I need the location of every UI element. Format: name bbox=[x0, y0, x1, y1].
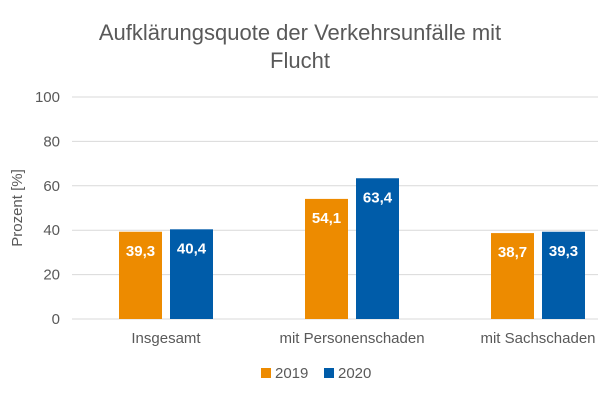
data-label: 63,4 bbox=[363, 189, 393, 206]
y-tick-label: 20 bbox=[43, 267, 60, 284]
bar-2020-0 bbox=[170, 229, 213, 319]
bar-2019-0 bbox=[119, 231, 162, 319]
y-tick-label: 60 bbox=[43, 178, 60, 195]
data-label: 54,1 bbox=[312, 210, 341, 227]
data-label: 39,3 bbox=[126, 243, 155, 260]
legend: 2019 2020 bbox=[261, 365, 371, 382]
legend-swatch-2020 bbox=[324, 368, 334, 378]
legend-label: 2020 bbox=[338, 365, 371, 382]
chart-title-line: Flucht bbox=[270, 48, 330, 73]
x-category-label: mit Sachschaden bbox=[480, 330, 595, 347]
bar-2019-1 bbox=[305, 198, 348, 319]
bar-2020-2 bbox=[542, 231, 585, 319]
y-tick-label: 0 bbox=[52, 311, 60, 328]
x-axis-categories: Insgesamt mit Personenschaden mit Sachscha… bbox=[131, 330, 595, 347]
chart-title-line: Aufklärungsquote der Verkehrsunfälle mit bbox=[99, 20, 501, 45]
data-label: 39,3 bbox=[549, 243, 578, 260]
y-axis-ticks: 0 20 40 60 80 100 bbox=[35, 89, 60, 328]
x-category-label: mit Personenschaden bbox=[279, 330, 424, 347]
legend-label: 2019 bbox=[275, 365, 308, 382]
y-tick-label: 40 bbox=[43, 222, 60, 239]
data-label: 38,7 bbox=[498, 244, 527, 261]
bars: 39,3 40,4 54,1 63,4 38,7 39,3 bbox=[119, 178, 585, 319]
bar-2020-1 bbox=[356, 178, 399, 319]
chart-title: Aufklärungsquote der Verkehrsunfälle mit… bbox=[99, 20, 501, 73]
data-label: 40,4 bbox=[177, 240, 207, 257]
y-tick-label: 80 bbox=[43, 133, 60, 150]
y-tick-label: 100 bbox=[35, 89, 60, 106]
x-category-label: Insgesamt bbox=[131, 330, 201, 347]
y-axis-label: Prozent [%] bbox=[9, 169, 26, 247]
legend-swatch-2019 bbox=[261, 368, 271, 378]
bar-2019-2 bbox=[491, 233, 534, 319]
